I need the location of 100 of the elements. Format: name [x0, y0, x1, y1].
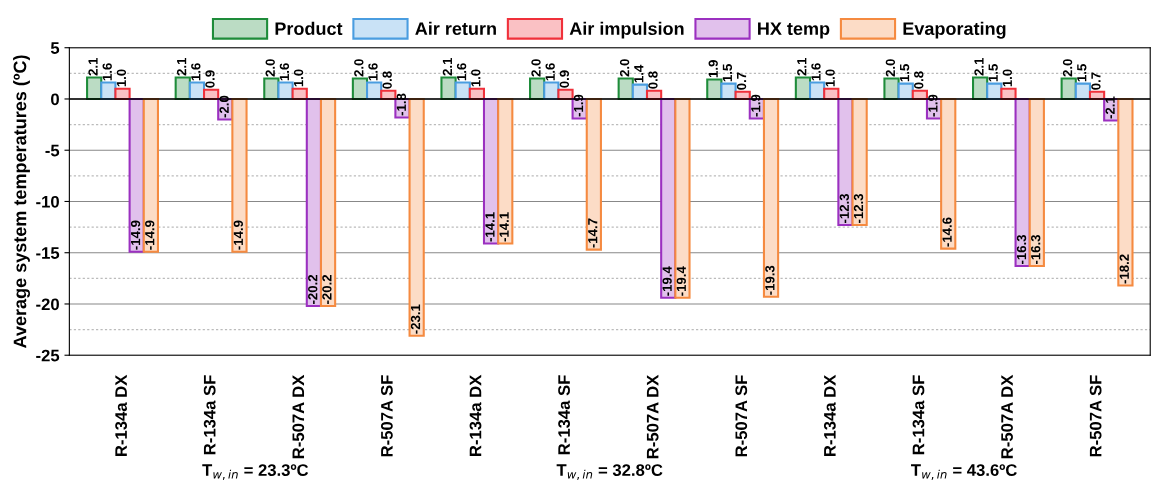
data-label: 2.0 [265, 59, 275, 77]
data-label: 2.1 [176, 57, 187, 76]
data-label: 2.1 [88, 57, 98, 76]
text: T$_{w,in}$ = 23.3ºC [202, 464, 309, 480]
y-tick-label: -25 [36, 349, 60, 362]
data-label: 1.0 [293, 69, 304, 87]
data-label: 1.9 [708, 60, 718, 78]
data-label: 1.0 [825, 69, 835, 87]
y-tick-label: -20 [36, 298, 59, 311]
bar [408, 97, 425, 337]
data-label: -19.4 [662, 266, 672, 296]
data-label: 1.0 [471, 69, 481, 87]
x-tick-label: R-507A SF [735, 375, 748, 457]
bar [231, 97, 248, 253]
data-label: 2.1 [797, 57, 807, 76]
x-tick-label: R-134a SF [203, 375, 216, 455]
y-axis-title: Average system temperatures (ºC) [13, 55, 30, 348]
data-label: 1.6 [368, 63, 378, 81]
x-tick-label: R-134a SF [558, 375, 570, 455]
legend-label: Product [275, 21, 343, 36]
legend-label: Evaporating [903, 21, 1006, 39]
data-label: -16.3 [1031, 234, 1041, 264]
x-tick-label: R-134a DX [469, 374, 482, 456]
data-label: -14.1 [499, 212, 509, 242]
x-tick-label: R-134a SF [912, 375, 925, 455]
x-tick-label: R-507A DX [292, 374, 305, 459]
data-label: 2.0 [531, 59, 541, 77]
y-tick-label: -15 [36, 247, 60, 259]
data-label: 1.6 [102, 63, 112, 81]
data-label: 1.4 [634, 64, 644, 83]
bar [851, 97, 868, 227]
data-label: -14.9 [233, 220, 243, 250]
data-label: 1.6 [456, 63, 467, 81]
bar [319, 97, 337, 308]
data-label: -20.2 [322, 274, 332, 304]
data-label: 1.5 [1077, 64, 1087, 82]
legend-label: Air impulsion [569, 21, 684, 39]
x-tick-label: R-134a DX [823, 374, 836, 456]
data-label: -2.0 [219, 95, 229, 118]
bar [497, 97, 514, 245]
data-label: -1.9 [751, 94, 761, 117]
y-tick-label: 0 [51, 93, 59, 106]
data-label: -14.9 [130, 220, 141, 250]
data-label: -19.4 [676, 266, 686, 296]
data-label: -1.9 [928, 94, 938, 117]
data-label: 1.0 [1002, 69, 1013, 87]
bar [585, 97, 602, 251]
data-label: -1.9 [573, 94, 584, 117]
y-tick-label: -10 [36, 195, 59, 208]
data-label: -12.3 [839, 193, 850, 223]
text: T$_{w,in}$ = 32.8ºC [556, 464, 663, 480]
data-label: 0.9 [205, 70, 215, 88]
data-label: -14.1 [485, 212, 495, 242]
data-label: 0.9 [559, 70, 570, 88]
data-label: 1.5 [988, 64, 998, 82]
data-label: 2.0 [885, 59, 896, 77]
data-label: 1.5 [900, 64, 910, 82]
data-label: -23.1 [410, 304, 421, 334]
bar [940, 97, 957, 250]
data-label: -20.2 [308, 274, 318, 304]
data-label: 2.1 [974, 57, 984, 76]
data-label: 2.0 [354, 59, 364, 77]
legend-label: Air return [415, 21, 496, 36]
bar [440, 76, 457, 101]
data-label: 0.7 [736, 72, 747, 90]
data-label: -18.2 [1119, 254, 1129, 284]
x-tick-label: R-507A DX [646, 374, 659, 459]
data-label: -14.9 [145, 220, 155, 250]
data-label: -1.8 [396, 93, 407, 116]
x-tick-label: R-507A SF [380, 375, 393, 457]
data-label: -19.3 [765, 265, 775, 295]
data-label: 1.6 [279, 63, 290, 81]
data-label: 2.0 [1062, 59, 1073, 77]
x-tick-label: R-507A SF [1089, 375, 1102, 457]
data-label: 1.5 [722, 64, 733, 82]
bar [1117, 97, 1134, 287]
bar [1028, 97, 1045, 268]
data-label: 1.0 [116, 69, 127, 87]
x-tick-label: R-507A DX [1001, 374, 1013, 459]
text: T$_{w,in}$ = 43.6ºC [911, 464, 1017, 480]
data-label: -14.6 [942, 217, 952, 247]
bar [674, 97, 691, 299]
legend-label: HX temp [758, 22, 830, 39]
data-label: 2.0 [619, 59, 630, 77]
bar [883, 77, 900, 101]
data-label: 1.6 [811, 63, 821, 81]
data-label: -2.1 [1105, 96, 1115, 119]
data-label: 1.6 [191, 63, 201, 81]
data-label: 2.1 [442, 57, 452, 76]
y-tick-label: 5 [50, 42, 60, 54]
y-tick-label: -5 [45, 144, 60, 157]
data-label: 0.8 [648, 71, 658, 89]
bar [762, 97, 780, 298]
data-label: -12.3 [853, 193, 864, 223]
data-label: 0.8 [914, 71, 924, 89]
data-label: 0.7 [1091, 72, 1101, 90]
bar [142, 97, 159, 253]
data-label: -16.3 [1016, 234, 1027, 264]
x-tick-label: R-134a DX [115, 374, 128, 456]
data-label: 0.8 [382, 71, 392, 89]
